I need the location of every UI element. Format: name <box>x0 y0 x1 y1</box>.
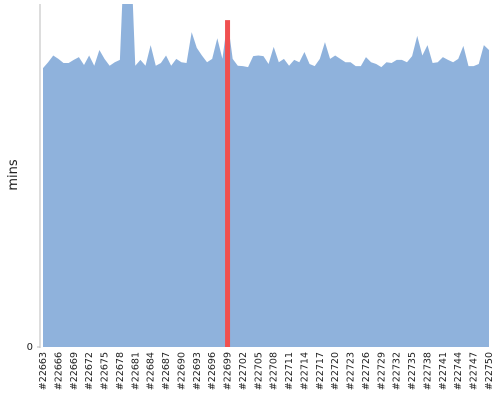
x-tick-label: #22750 <box>484 352 495 390</box>
x-tick-label: #22696 <box>207 352 218 390</box>
x-tick-label: #22681 <box>130 352 141 390</box>
x-tick-label: #22669 <box>69 352 80 390</box>
area <box>43 4 489 347</box>
x-tick-label: #22702 <box>238 352 249 390</box>
x-tick-label: #22729 <box>376 352 387 390</box>
x-tick-label: #22732 <box>392 352 403 390</box>
x-tick-label: #22717 <box>315 352 326 390</box>
x-tick-label: #22738 <box>422 352 433 390</box>
x-tick-label: #22666 <box>53 352 64 390</box>
x-tick-label: #22675 <box>100 352 111 390</box>
x-tick-label: #22744 <box>453 352 464 390</box>
y-axis-label: mins <box>6 159 21 191</box>
x-tick-label: #22735 <box>407 352 418 390</box>
x-tick-label: #22672 <box>84 352 95 390</box>
x-tick-label: #22741 <box>438 352 449 390</box>
x-tick-label: #22708 <box>269 352 280 390</box>
x-tick-label: #22687 <box>161 352 172 390</box>
x-tick-label: #22663 <box>38 352 49 390</box>
x-tick-label: #22678 <box>115 352 126 390</box>
x-tick-label: #22693 <box>192 352 203 390</box>
x-tick-label: #22726 <box>361 352 372 390</box>
y-tick-label: 0 <box>27 342 33 353</box>
x-tick-label: #22747 <box>469 352 480 390</box>
x-tick-label: #22711 <box>284 352 295 390</box>
x-tick-label: #22720 <box>330 352 341 390</box>
x-tick-label: #22723 <box>346 352 357 390</box>
x-tick-label: #22705 <box>253 352 264 390</box>
x-tick-label: #22690 <box>176 352 187 390</box>
x-tick-label: #22684 <box>146 352 157 390</box>
x-tick-label: #22714 <box>299 352 310 390</box>
highlight-bar <box>225 20 231 347</box>
plot-area <box>43 4 489 347</box>
x-tick-label: #22699 <box>223 352 234 390</box>
